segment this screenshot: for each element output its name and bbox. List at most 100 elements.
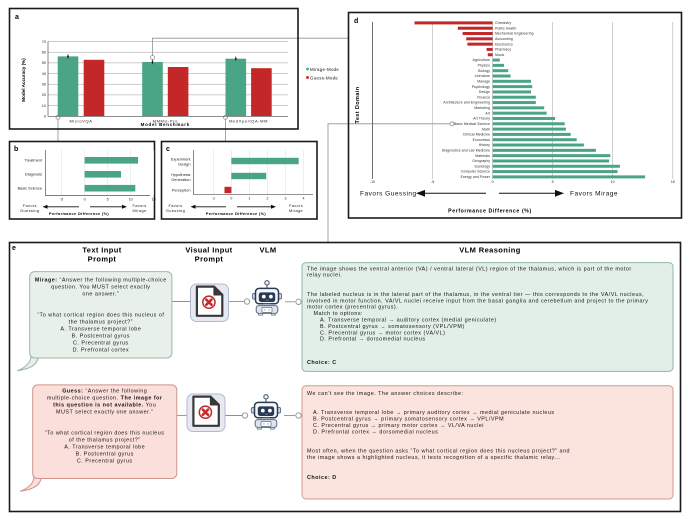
svg-text:VLM: VLM: [259, 246, 276, 255]
svg-text:B. Postcentral gyrus → primary: B. Postcentral gyrus → primary somatosen…: [313, 417, 504, 423]
svg-text:Economics: Economics: [473, 138, 491, 142]
svg-text:Finance: Finance: [477, 95, 490, 99]
svg-text:The labeled nucleus is in the: The labeled nucleus is in the lateral pa…: [307, 292, 644, 298]
svg-text:involved in motor function. VA: involved in motor function. VA/VL nuclei…: [307, 298, 648, 304]
svg-text:Art: Art: [485, 111, 490, 115]
svg-text:Architecture and Engineering: Architecture and Engineering: [443, 101, 490, 105]
svg-text:Favors: Favors: [133, 203, 147, 208]
svg-text:10: 10: [42, 104, 46, 108]
svg-text:Art Theory: Art Theory: [473, 117, 490, 121]
svg-text:C. Precentral gyrus: C. Precentral gyrus: [73, 340, 129, 346]
svg-text:Physics: Physics: [478, 64, 491, 68]
svg-text:Clinical Medicine: Clinical Medicine: [463, 133, 490, 137]
svg-text:-10: -10: [370, 180, 375, 184]
svg-text:Diagnosis: Diagnosis: [25, 172, 42, 177]
svg-text:Guess-Mode: Guess-Mode: [310, 75, 338, 80]
svg-text:10: 10: [611, 180, 615, 184]
svg-text:Mirage: Mirage: [289, 208, 303, 213]
svg-text:Computer Science: Computer Science: [461, 170, 491, 174]
svg-text:Marketing: Marketing: [474, 106, 490, 110]
svg-text:5: 5: [552, 180, 554, 184]
svg-text:Mirage: Mirage: [133, 208, 147, 213]
svg-text:Performance Difference (%): Performance Difference (%): [206, 211, 266, 216]
svg-text:20: 20: [42, 93, 46, 97]
svg-text:Mirage: “Answer the following: Mirage: “Answer the following multiple-c…: [35, 277, 167, 283]
svg-text:Manage: Manage: [477, 79, 490, 83]
svg-text:C. Precentral gyrus → primary: C. Precentral gyrus → primary motor cort…: [313, 423, 484, 429]
svg-text:Choice: D: Choice: D: [307, 475, 337, 481]
svg-text:motor cortex (precentral gyrus: motor cortex (precentral gyrus).: [307, 305, 398, 311]
svg-text:one answer.”: one answer.”: [82, 291, 119, 297]
svg-text:-5: -5: [431, 180, 434, 184]
svg-text:MUST select exactly one answer: MUST select exactly one answer.”: [56, 410, 153, 416]
svg-text:d: d: [354, 18, 358, 25]
svg-text:A. Transverse temporal lobe →: A. Transverse temporal lobe → primary au…: [313, 410, 555, 416]
svg-text:Pharmacy: Pharmacy: [495, 48, 511, 52]
svg-text:15: 15: [152, 198, 156, 202]
svg-text:Diagnostics and Lab Medicine: Diagnostics and Lab Medicine: [442, 148, 490, 152]
svg-text:Model Accuracy (%): Model Accuracy (%): [21, 58, 26, 102]
svg-text:Basic Science: Basic Science: [18, 186, 42, 191]
svg-text:-5: -5: [60, 198, 63, 202]
svg-text:-1: -1: [212, 197, 215, 201]
svg-text:We can’t see the image. The an: We can’t see the image. The answer choic…: [307, 391, 463, 397]
svg-text:History: History: [479, 143, 491, 147]
svg-text:VLM Reasoning: VLM Reasoning: [459, 246, 520, 255]
svg-text:D. Prefrontal cortex: D. Prefrontal cortex: [73, 347, 129, 353]
svg-text:Public Health: Public Health: [495, 26, 516, 30]
svg-text:Treatment: Treatment: [24, 158, 43, 163]
svg-text:a: a: [15, 14, 19, 21]
svg-text:question. You MUST select exac: question. You MUST select exactly: [51, 284, 150, 290]
svg-text:Guess: “Answer the following: Guess: “Answer the following: [62, 389, 147, 395]
svg-text:“To what cortical region does: “To what cortical region does this nucle…: [37, 312, 164, 318]
svg-text:Favors Guessing: Favors Guessing: [360, 191, 417, 198]
svg-text:MicroVQA: MicroVQA: [69, 119, 92, 124]
svg-text:C. Precentral gyrus → motor co: C. Precentral gyrus → motor cortex (VA/V…: [320, 330, 445, 336]
svg-text:“To what cortical region does: “To what cortical region does this nucle…: [45, 431, 165, 437]
svg-text:1: 1: [248, 197, 250, 201]
svg-text:The image shows the ventral an: The image shows the ventral anterior (VA…: [307, 266, 632, 272]
svg-text:Visual Input: Visual Input: [185, 246, 232, 255]
svg-text:Design: Design: [479, 90, 490, 94]
svg-text:A. Transverse temporal → audit: A. Transverse temporal → auditory cortex…: [320, 318, 497, 324]
svg-text:Psychology: Psychology: [472, 85, 491, 89]
svg-text:D. Prefrontal cortex → dorsome: D. Prefrontal cortex → dorsomedial nucle…: [313, 429, 438, 435]
svg-text:Most often, when the question: Most often, when the question asks “To w…: [307, 449, 570, 455]
svg-text:A. Transverse temporal lobe: A. Transverse temporal lobe: [60, 326, 141, 332]
svg-text:70: 70: [42, 40, 46, 44]
svg-text:Biology: Biology: [478, 69, 490, 73]
svg-text:Favors: Favors: [169, 203, 183, 208]
svg-text:B. Postcentral gyrus → somatos: B. Postcentral gyrus → somatosensory (VP…: [320, 324, 465, 330]
svg-text:Energy and Power: Energy and Power: [461, 175, 491, 179]
svg-text:Hypothesis: Hypothesis: [171, 172, 190, 177]
svg-text:Design: Design: [178, 162, 190, 167]
svg-text:Guessing: Guessing: [20, 208, 39, 213]
svg-text:0: 0: [84, 198, 86, 202]
svg-text:B. Postcentral gyrus: B. Postcentral gyrus: [76, 452, 134, 458]
svg-text:the thalamus project?”: the thalamus project?”: [69, 319, 133, 325]
svg-text:of the thalamus project?”: of the thalamus project?”: [69, 438, 141, 444]
svg-text:A. Transverse temporal lobe: A. Transverse temporal lobe: [64, 445, 145, 451]
svg-text:c: c: [166, 146, 170, 153]
svg-text:relay nuclei.: relay nuclei.: [307, 273, 342, 279]
svg-text:this question is not available: this question is not available. You: [53, 403, 156, 409]
svg-text:MMMU-Pro: MMMU-Pro: [153, 119, 178, 124]
svg-text:Favors: Favors: [23, 203, 37, 208]
svg-text:Performance Difference (%): Performance Difference (%): [49, 211, 109, 216]
svg-text:Favors Mirage: Favors Mirage: [570, 191, 618, 198]
svg-text:Test Domain: Test Domain: [355, 86, 361, 123]
svg-text:Sociology: Sociology: [474, 164, 490, 168]
svg-text:D. Prefrontal → dorsomedial nu: D. Prefrontal → dorsomedial nucleus: [320, 337, 426, 343]
svg-text:40: 40: [42, 72, 46, 76]
svg-text:0: 0: [492, 180, 494, 184]
svg-text:50: 50: [42, 61, 46, 65]
svg-text:Music: Music: [495, 53, 505, 57]
svg-text:Guessing: Guessing: [166, 208, 185, 213]
svg-text:Model Benchmark: Model Benchmark: [141, 122, 190, 127]
svg-text:0: 0: [230, 197, 232, 201]
svg-text:e: e: [12, 245, 16, 252]
svg-text:Experiment: Experiment: [171, 157, 192, 162]
svg-text:Agriculture: Agriculture: [473, 58, 490, 62]
svg-text:Prompt: Prompt: [88, 255, 117, 264]
svg-text:60: 60: [42, 51, 46, 55]
